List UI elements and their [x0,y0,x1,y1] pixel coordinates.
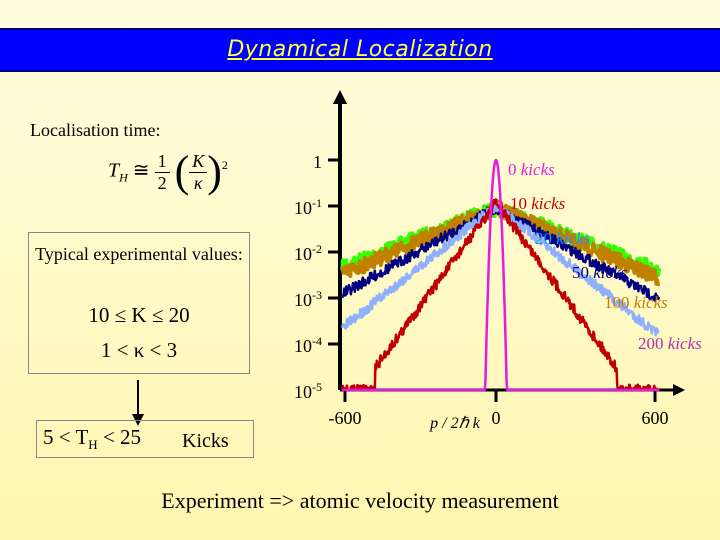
localisation-time-label: Localisation time: [30,120,161,140]
x-tick-label: -600 [329,408,362,428]
y-tick-label: 10-1 [294,196,322,218]
x-tick-label: 0 [492,408,501,428]
legend-label: 10 kicks [510,194,566,213]
arrow-shaft [137,380,139,418]
legend-label: 0 kicks [508,160,555,179]
x-tick-label: 600 [642,408,669,428]
legend-label: 200 kicks [638,334,702,353]
range-kappa: 1 < κ < 3 [100,338,178,362]
legend-label: 20 kicks [535,229,591,248]
y-tick-label: 10-2 [294,242,322,264]
x-axis-arrow-icon [673,384,685,396]
y-tick-label: 10-4 [294,334,322,356]
y-tick-label: 10-3 [294,288,322,310]
x-axis-label: p / 2ℏ k [429,415,481,432]
th-range-box: 5 < TH < 25 [36,420,254,458]
y-tick-label: 1 [313,152,322,172]
y-axis-arrow-icon [333,90,347,104]
typical-values-box: Typical experimental values: 10 ≤ K ≤ 20… [28,232,250,374]
legend-label: 100 kicks [604,293,668,312]
legend-label: 50 kicks [572,263,628,282]
range-K: 10 ≤ K ≤ 20 [88,303,190,327]
series-line [341,158,660,392]
y-tick-label: 10-5 [294,380,322,402]
th-range: 5 < TH < 25 [43,425,142,453]
kicks-unit: Kicks [182,430,229,452]
title-bar: Dynamical Localization [0,28,720,72]
typical-values-label: Typical experimental values: [35,244,243,264]
caption: Experiment => atomic velocity measuremen… [161,488,559,513]
page-title: Dynamical Localization [227,37,493,62]
